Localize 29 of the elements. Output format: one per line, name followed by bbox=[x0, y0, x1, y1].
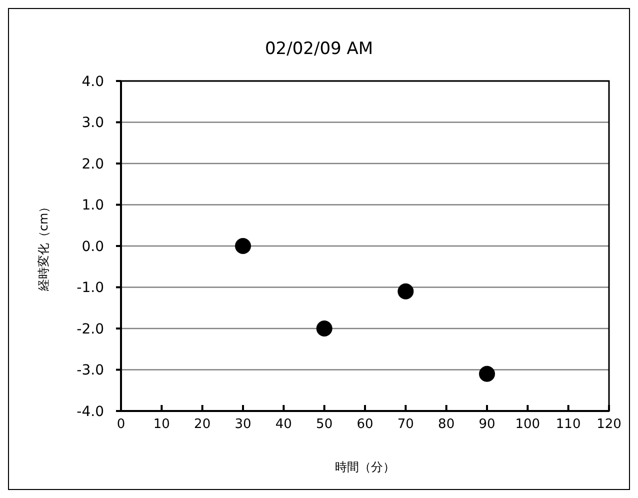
point bbox=[235, 238, 251, 254]
x-tick-label: 90 bbox=[478, 417, 496, 432]
x-tick-label: 30 bbox=[234, 417, 252, 432]
x-tick-label: 20 bbox=[194, 417, 211, 432]
y-tick-label: 4.0 bbox=[82, 74, 104, 90]
y-tick-label: 0.0 bbox=[82, 238, 104, 255]
point bbox=[398, 283, 414, 300]
y-tick-label: 1.0 bbox=[82, 198, 104, 214]
point bbox=[316, 320, 332, 336]
x-tick-label: 70 bbox=[397, 417, 414, 432]
x-tick-label: 40 bbox=[275, 417, 292, 432]
point bbox=[479, 366, 495, 382]
x-tick-label: 110 bbox=[556, 417, 581, 432]
y-tick-label: -2.0 bbox=[76, 321, 104, 338]
x-tick-label: 80 bbox=[438, 417, 455, 432]
x-tick-label: 100 bbox=[515, 417, 540, 432]
chart-title: 02/02/09 AM bbox=[264, 39, 374, 61]
x-axis-title: 時間（分） bbox=[335, 460, 395, 474]
x-tick-label: 10 bbox=[153, 417, 170, 432]
x-tick-label: 60 bbox=[356, 417, 374, 432]
y-tick-label: -3.0 bbox=[76, 362, 104, 379]
y-tick-label: -1.0 bbox=[76, 280, 104, 296]
x-tick-label: 120 bbox=[596, 417, 622, 432]
x-tick-label: 50 bbox=[316, 417, 333, 432]
y-tick-label: -4.0 bbox=[76, 404, 104, 420]
y-axis-title: 経時変化（cm） bbox=[36, 200, 50, 292]
x-tick-label: 0 bbox=[116, 417, 126, 432]
y-tick-label: 2.0 bbox=[82, 156, 104, 172]
y-tick-label: 3.0 bbox=[82, 115, 104, 132]
